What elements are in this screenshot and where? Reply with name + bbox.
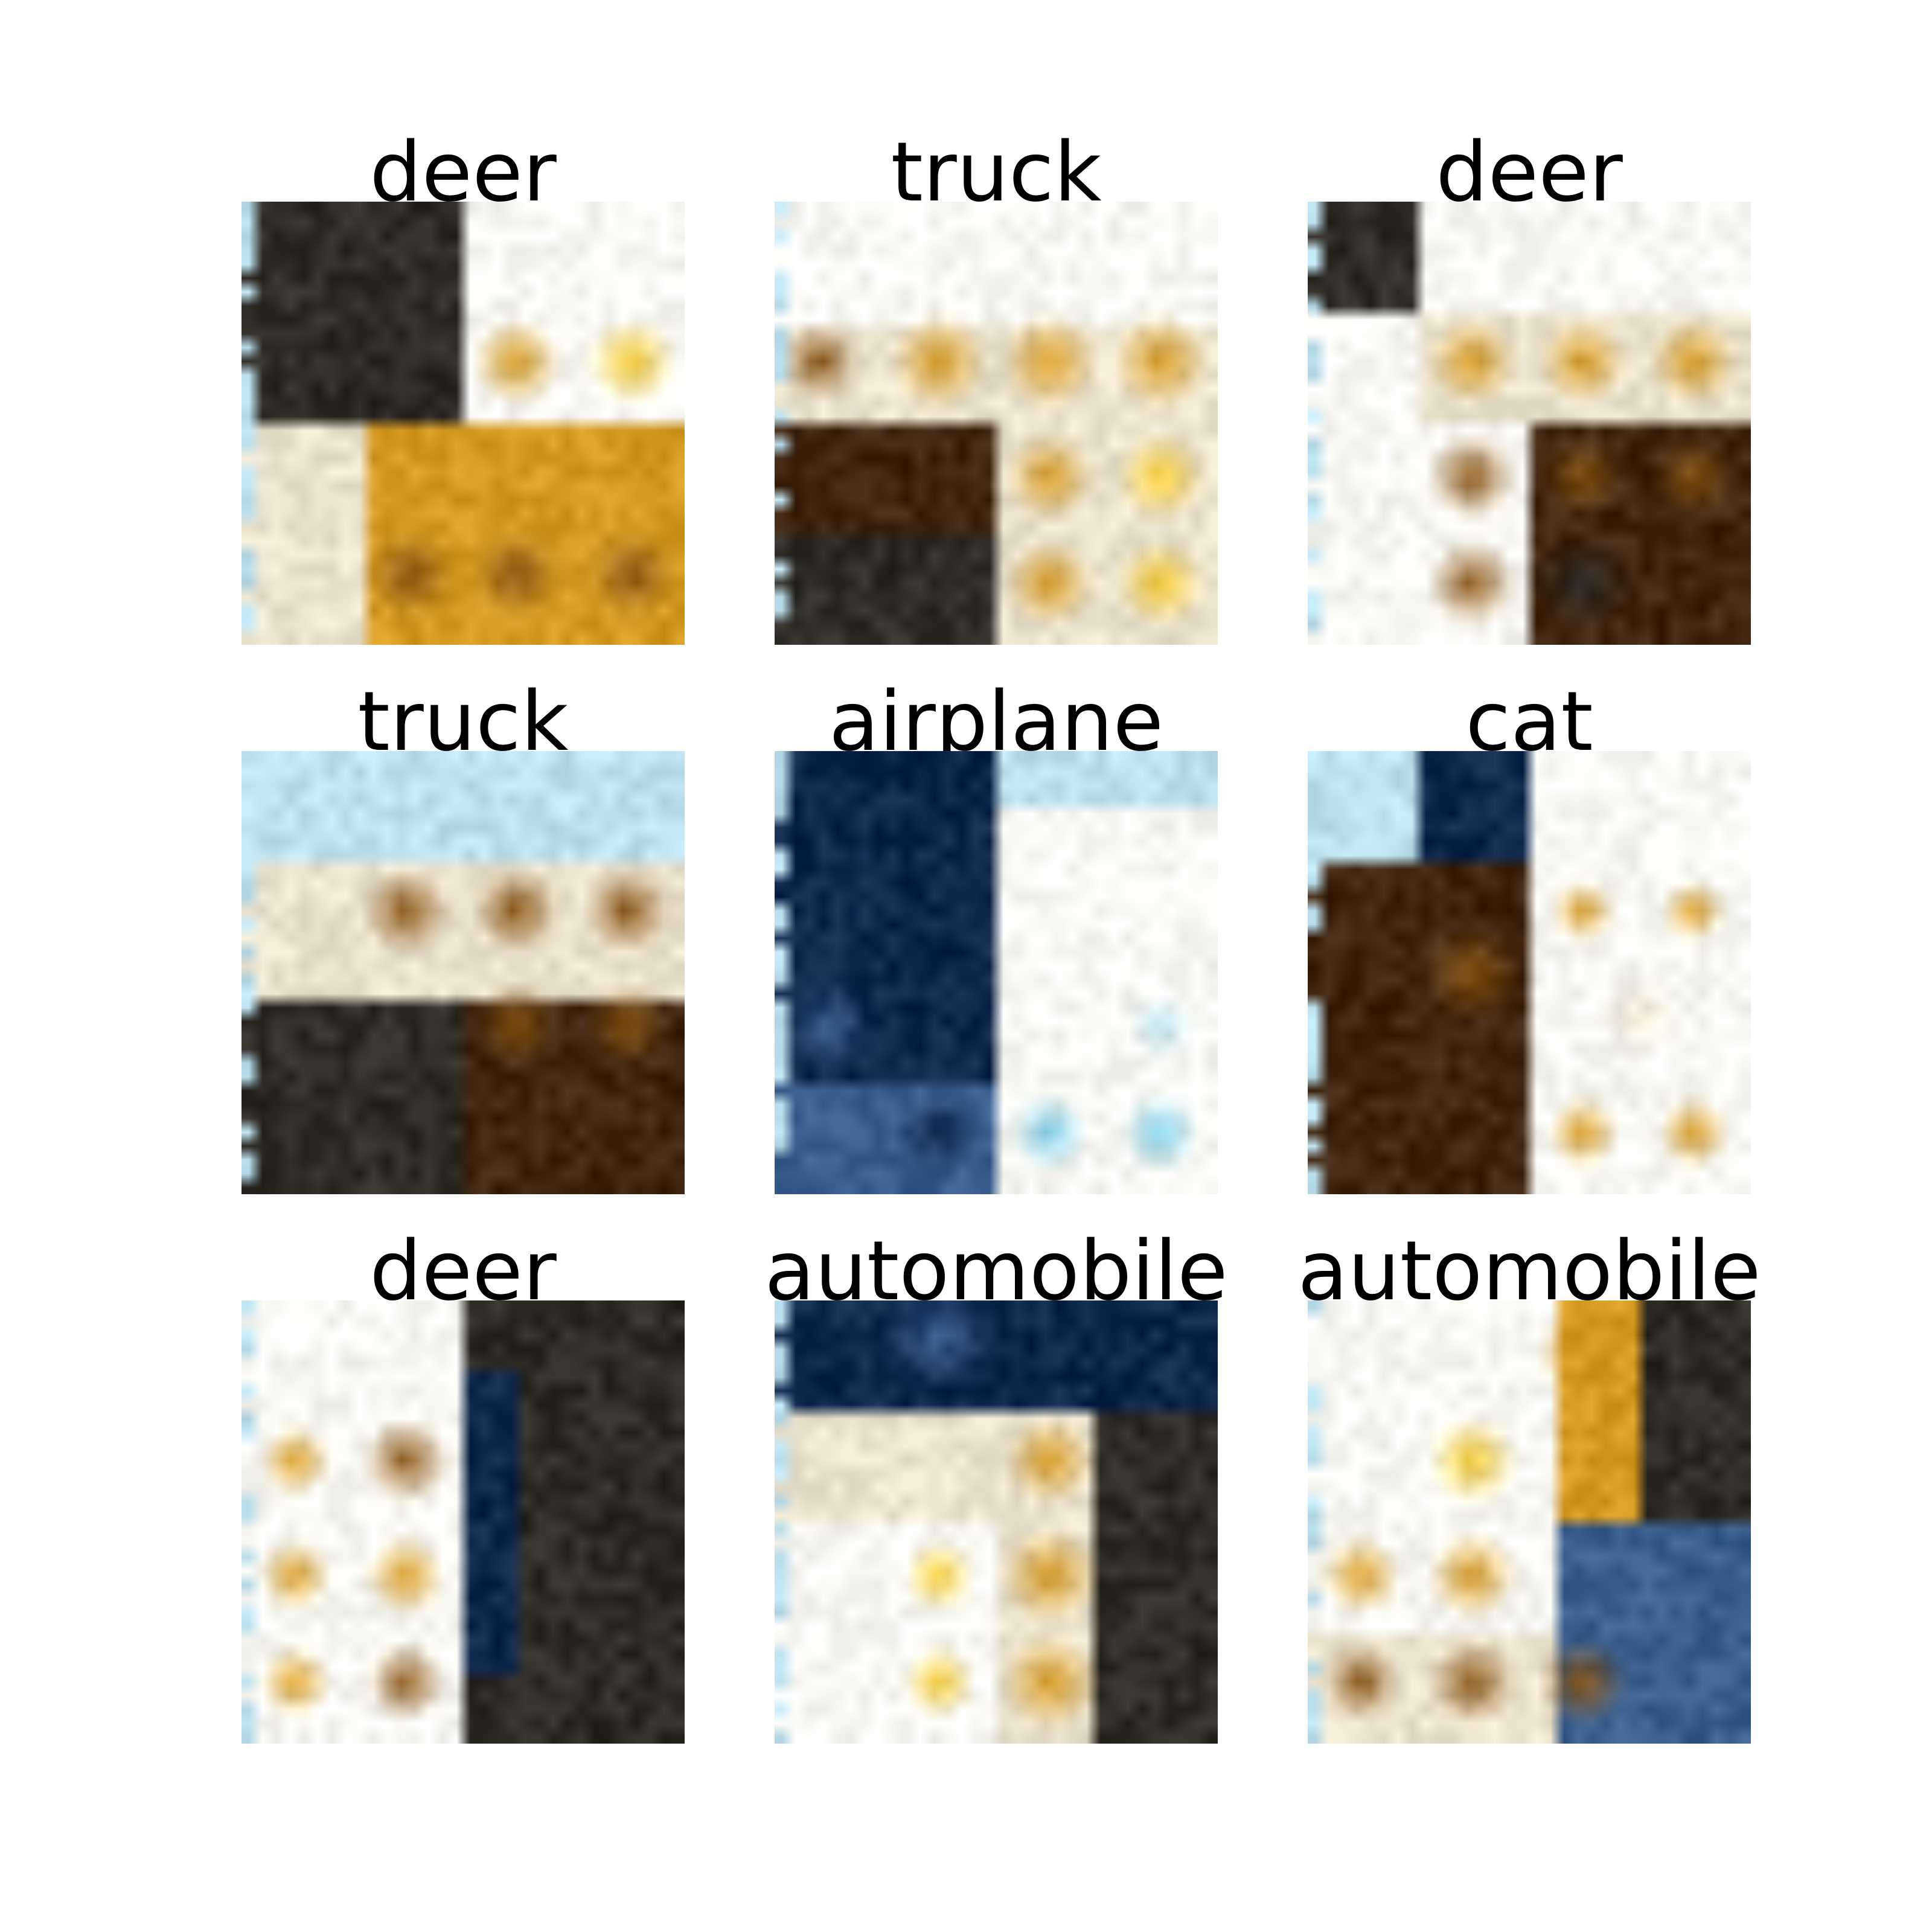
cell-image-3 bbox=[1308, 202, 1751, 645]
cell-title-9: automobile bbox=[1297, 1224, 1761, 1319]
cell-image-6 bbox=[1308, 751, 1751, 1194]
cell-image-8 bbox=[775, 1300, 1218, 1744]
cell-title-4: truck bbox=[357, 674, 569, 770]
cell-image-5 bbox=[775, 751, 1218, 1194]
cell-title-7: deer bbox=[369, 1224, 557, 1319]
cell-image-9 bbox=[1308, 1300, 1751, 1744]
cell-title-3: deer bbox=[1436, 125, 1623, 220]
cell-title-5: airplane bbox=[828, 674, 1164, 770]
cell-title-2: truck bbox=[891, 125, 1102, 220]
cell-image-2 bbox=[775, 202, 1218, 645]
cell-title-6: cat bbox=[1465, 674, 1593, 770]
cell-title-1: deer bbox=[369, 125, 557, 220]
cell-title-8: automobile bbox=[764, 1224, 1228, 1319]
cell-image-7 bbox=[242, 1300, 685, 1744]
cell-image-1 bbox=[242, 202, 685, 645]
cell-image-4 bbox=[242, 751, 685, 1194]
